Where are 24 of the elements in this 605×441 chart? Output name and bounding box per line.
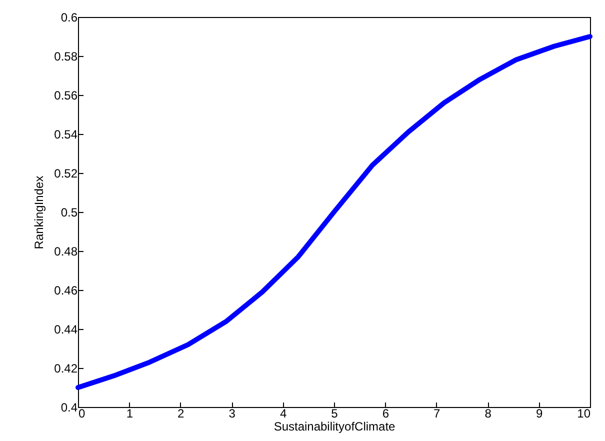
y-tick-label: 0.56 xyxy=(54,88,78,102)
x-tick-label: 2 xyxy=(178,406,185,420)
x-axis-title: SustainabilityofClimate xyxy=(274,420,396,434)
x-tick-label: 7 xyxy=(434,406,441,420)
y-tick-label: 0.5 xyxy=(60,206,78,220)
x-tick-label: 3 xyxy=(228,406,236,420)
y-tick-label: 0.4 xyxy=(60,400,78,414)
x-tick-label: 0 xyxy=(78,406,86,420)
x-tick-label: 10 xyxy=(577,406,591,420)
y-tick-label: 0.44 xyxy=(54,322,78,336)
y-tick-label: 0.54 xyxy=(54,128,78,142)
y-tick-label: 0.6 xyxy=(60,10,78,24)
x-tick-label: 5 xyxy=(331,406,338,420)
y-tick-label: 0.52 xyxy=(54,166,78,180)
y-tick-label: 0.58 xyxy=(54,50,78,64)
y-axis-title: RankingIndex xyxy=(32,176,46,250)
x-tick-label: 6 xyxy=(382,406,390,420)
y-tick-label: 0.48 xyxy=(54,244,78,258)
y-tick-label: 0.46 xyxy=(54,284,78,298)
x-tick-label: 8 xyxy=(484,406,492,420)
x-tick-label: 9 xyxy=(536,406,543,420)
y-tick-label: 0.42 xyxy=(54,362,78,376)
x-tick-label: 1 xyxy=(126,406,134,420)
x-tick-label: 4 xyxy=(280,406,287,420)
